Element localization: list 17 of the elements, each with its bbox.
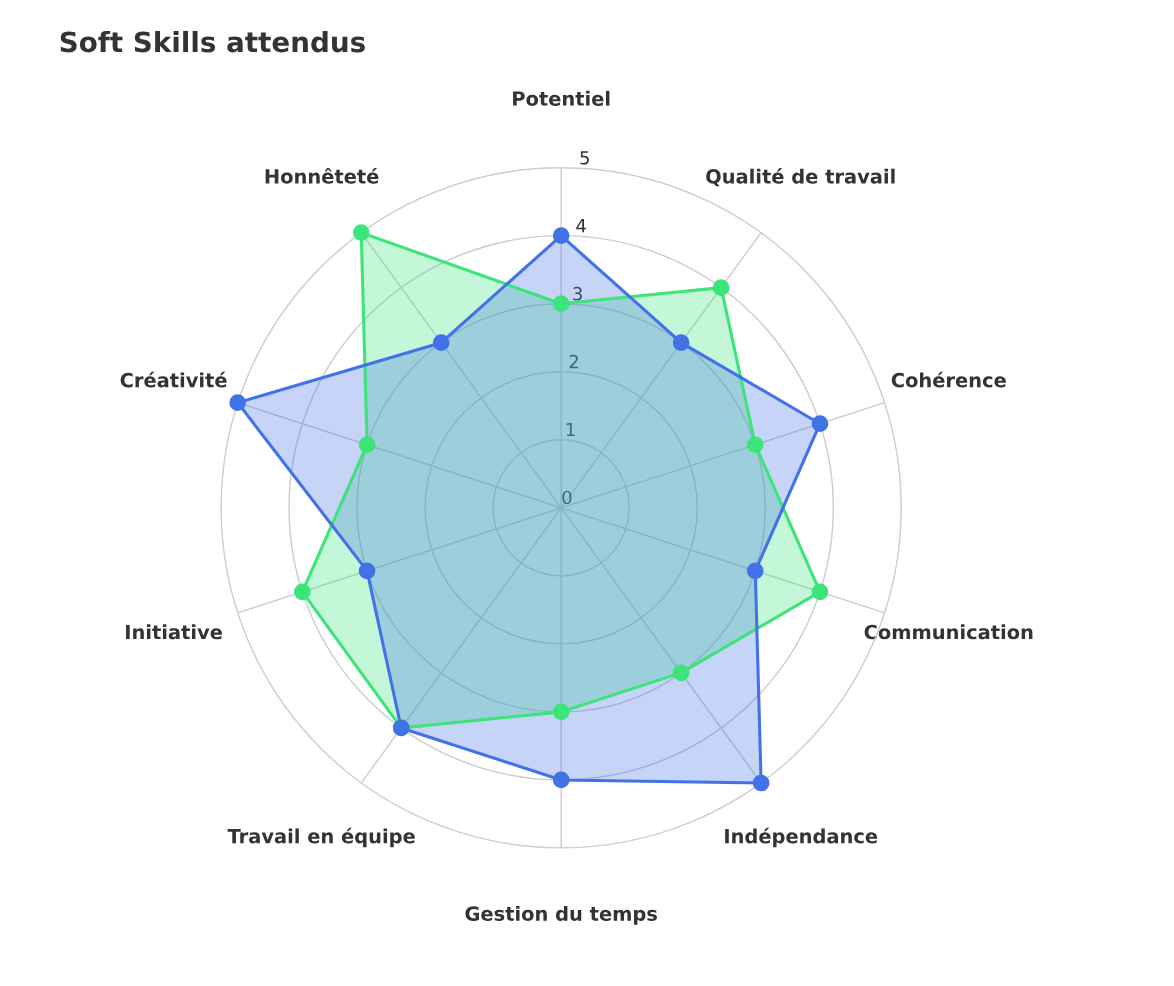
y-tick-label: 5 [580, 151, 589, 165]
y-tick-label: 2 [569, 354, 578, 369]
spoke-label: Potentiel [513, 90, 610, 106]
spoke-label: Travail en équipe [227, 827, 415, 848]
spoke-label: Créativité [120, 371, 227, 388]
y-tick-label: 3 [573, 286, 582, 301]
spoke-label: Gestion du temps [465, 905, 657, 925]
spoke-label: Indépendance [725, 827, 878, 848]
y-tick-label: 4 [576, 219, 586, 233]
spoke-label: Initiative [126, 624, 222, 640]
spoke-label: Communication [864, 624, 1033, 640]
y-tick-label: 0 [562, 490, 572, 505]
spoke-label: Cohérence [891, 371, 1006, 388]
y-tick-label: 1 [566, 422, 575, 437]
chart-title: Soft Skills attendus [60, 30, 365, 53]
spoke-label: Qualité de travail [706, 167, 895, 187]
spoke-label: Honnêteté [265, 167, 379, 184]
